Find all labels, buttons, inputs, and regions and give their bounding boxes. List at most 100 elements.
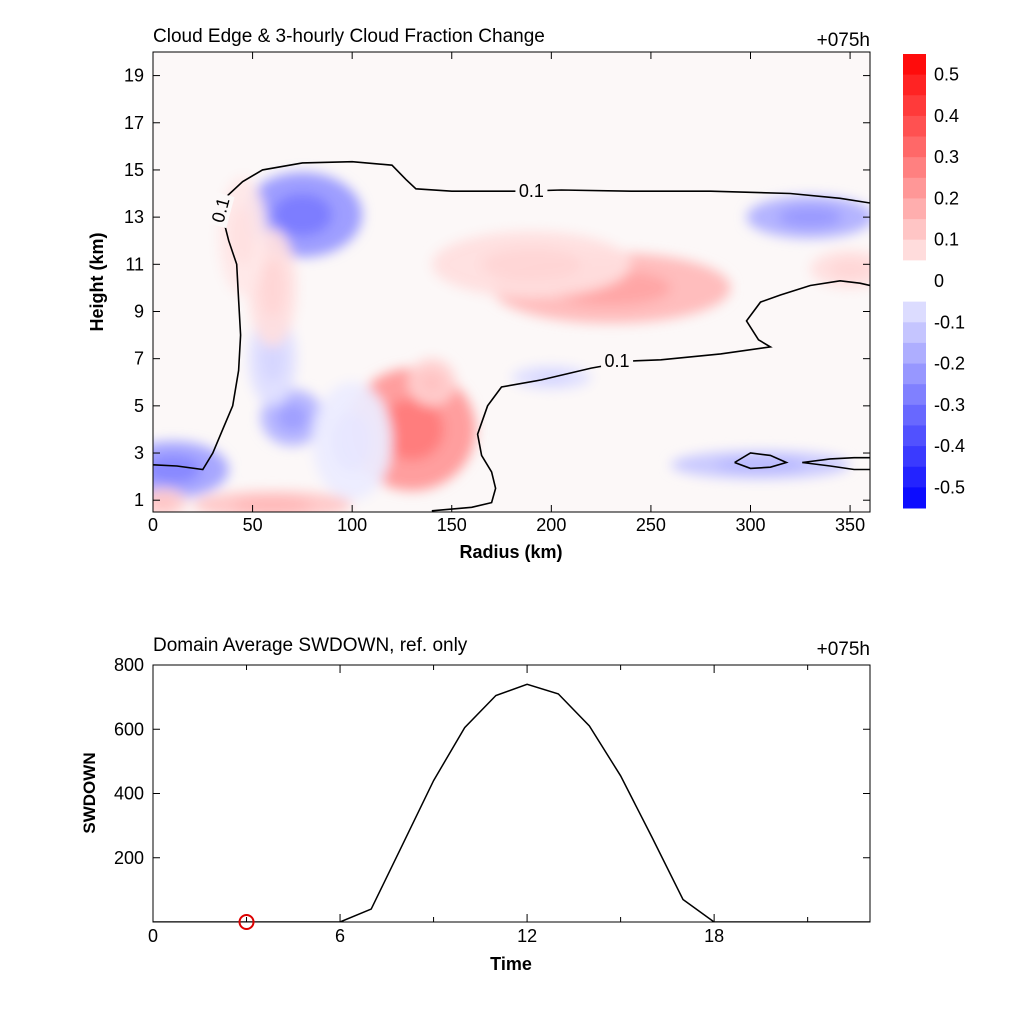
colorbar-step: [903, 177, 926, 199]
line-x-axis: 0 6 12 18: [148, 665, 809, 946]
colorbar-tick-label: -0.5: [934, 477, 965, 497]
colorbar-step: [903, 446, 926, 468]
colorbar-step: [903, 281, 926, 303]
colorbar-step: [903, 425, 926, 447]
y-tick-label: 800: [114, 655, 144, 675]
y-tick-label: 3: [134, 443, 144, 463]
y-tick-label: 1: [134, 490, 144, 510]
colorbar-step: [903, 74, 926, 96]
heatmap-x-axis: 0 50 100 150 200 250 300 350: [148, 52, 865, 535]
colorbar-tick-label: 0.5: [934, 65, 959, 85]
field-blob-core-11: [153, 495, 175, 510]
x-tick-label: 0: [148, 926, 158, 946]
heatmap-time-label: +075h: [817, 30, 870, 51]
x-tick-label: 18: [704, 926, 724, 946]
contour-label-text: 0.1: [519, 181, 544, 201]
swdown-line: [153, 683, 870, 922]
line-y-label: SWDOWN: [80, 752, 99, 833]
colorbar-tick-label: 0: [934, 271, 944, 291]
colorbar-step: [903, 322, 926, 344]
contour-label-2: 0.1: [601, 351, 634, 372]
field-blob-core-2: [419, 370, 444, 395]
colorbar-tick-label: -0.4: [934, 436, 965, 456]
colorbar-tick-label: -0.2: [934, 354, 965, 374]
heatmap-title: Cloud Edge & 3-hourly Cloud Fraction Cha…: [153, 26, 545, 47]
contour-label-1: 0.1: [515, 181, 548, 202]
y-tick-label: 400: [114, 784, 144, 804]
y-tick-label: 200: [114, 848, 144, 868]
y-tick-label: 19: [124, 66, 144, 86]
colorbar-step: [903, 342, 926, 365]
field-blob-core-10: [232, 497, 313, 512]
contour-line-2: [734, 452, 789, 470]
field-blob-core-16: [830, 259, 870, 279]
x-tick-label: 12: [517, 926, 537, 946]
field-blob-core-12: [260, 258, 285, 318]
field-blob-core-15: [230, 206, 255, 266]
colorbar-tick-label: -0.3: [934, 395, 965, 415]
y-tick-label: 15: [124, 160, 144, 180]
heatmap-x-label: Radius (km): [459, 542, 562, 562]
colorbar-step: [903, 115, 926, 138]
colorbar: 0.5 0.4 0.3 0.2 0.1 0 -0.1 -0.2 -0.3 -0.4 -0.5: [903, 54, 965, 509]
contour-line-4: [802, 461, 870, 471]
field-blob-core-6: [153, 455, 201, 484]
field-blob-core-4: [481, 247, 582, 281]
cloud-fraction-panel: Cloud Edge & 3-hourly Cloud Fraction Cha…: [87, 26, 965, 562]
line-x-label: Time: [490, 954, 532, 974]
colorbar-step: [903, 198, 926, 220]
colorbar-step: [903, 404, 926, 426]
field-blob-core-5: [778, 206, 843, 228]
x-tick-label: 6: [335, 926, 345, 946]
colorbar-step: [903, 487, 926, 509]
contour-label-0: 0.1: [206, 192, 235, 229]
colorbar-step: [903, 219, 926, 241]
contour-label-text: 0.1: [605, 351, 630, 371]
swdown-panel: Domain Average SWDOWN, ref. only +075h 0…: [80, 635, 871, 974]
line-plot-area: [152, 664, 871, 923]
y-tick-label: 9: [134, 301, 144, 321]
field-blob-core-0: [272, 193, 333, 236]
colorbar-step: [903, 95, 926, 117]
line-chart-title: Domain Average SWDOWN, ref. only: [153, 635, 468, 656]
field-blob-core-7: [276, 403, 309, 432]
y-tick-label: 11: [125, 254, 144, 274]
y-tick-label: 13: [124, 207, 144, 227]
y-tick-label: 600: [114, 719, 144, 739]
line-chart-time-label: +075h: [817, 639, 870, 660]
field-blob-core-14: [332, 411, 373, 471]
x-tick-label: 100: [337, 515, 367, 535]
heatmap-field: [153, 172, 870, 512]
colorbar-step: [903, 157, 926, 179]
colorbar-tick-label: 0.4: [934, 106, 959, 126]
colorbar-step: [903, 260, 926, 282]
colorbar-step: [903, 384, 926, 406]
x-tick-label: 200: [536, 515, 566, 535]
x-tick-label: 250: [636, 515, 666, 535]
field-blob-core-9: [715, 457, 806, 472]
colorbar-step: [903, 239, 926, 261]
x-tick-label: 50: [243, 515, 263, 535]
field-blob-core-1: [380, 398, 444, 461]
x-tick-label: 350: [835, 515, 865, 535]
swdown-series: [153, 683, 870, 922]
y-tick-label: 17: [124, 113, 144, 133]
heatmap-frame: [152, 51, 871, 513]
contour-line-3: [802, 456, 870, 464]
colorbar-step: [903, 136, 926, 158]
colorbar-step: [903, 54, 926, 76]
contour-line-0: [153, 160, 870, 471]
colorbar-step: [903, 466, 926, 488]
colorbar-tick-label: 0.1: [934, 230, 959, 250]
y-tick-label: 7: [134, 349, 144, 369]
colorbar-step: [903, 301, 926, 323]
line-y-axis: 200 400 600 800: [114, 655, 870, 868]
colorbar-step: [903, 363, 926, 385]
colorbar-tick-label: 0.3: [934, 147, 959, 167]
current-time-marker: [238, 914, 255, 930]
colorbar-tick-label: -0.1: [934, 312, 965, 332]
heatmap-y-label: Height (km): [87, 232, 107, 331]
x-tick-label: 150: [437, 515, 467, 535]
